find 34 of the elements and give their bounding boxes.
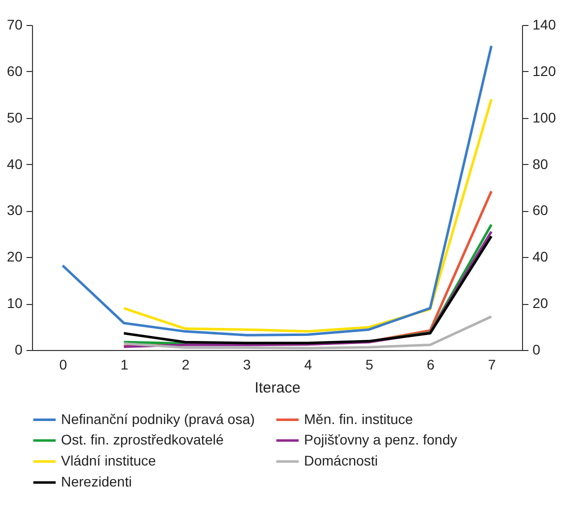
legend-label: Nefinanční podniky (pravá osa)	[61, 410, 255, 427]
legend-label: Pojišťovny a penz. fondy	[304, 432, 458, 448]
y-tick-label: 0	[14, 342, 23, 358]
y2-tick-label: 60	[532, 202, 548, 218]
y2-tick-label: 120	[532, 62, 556, 79]
x-axis-title: Iterace	[254, 380, 300, 396]
line-series	[61, 44, 493, 336]
x-tick-label: 3	[242, 356, 251, 372]
x-tick-label: 2	[182, 356, 190, 372]
legend-label: Nerezidenti	[61, 474, 132, 490]
legend-label: Vládní instituce	[61, 452, 156, 468]
x-tick-label: 7	[488, 356, 496, 372]
legend-label: Měn. fin. instituce	[304, 410, 414, 427]
y2-tick-label: 80	[532, 156, 548, 172]
y2-tick-label: 0	[532, 342, 540, 358]
y-tick-label: 60	[6, 62, 23, 79]
y2-tick-label: 140	[532, 16, 556, 32]
legend-label: Domácnosti	[304, 452, 378, 468]
legend-label: Ost. fin. zprostředkovatelé	[61, 432, 224, 448]
y2-tick-label: 40	[532, 248, 548, 265]
y2-tick-label: 20	[532, 295, 548, 312]
y-tick-label: 30	[6, 202, 23, 218]
x-tick-label: 1	[120, 356, 128, 372]
y-tick-label: 20	[6, 248, 23, 265]
x-tick-label: 4	[304, 356, 312, 372]
x-tick-label: 6	[426, 356, 435, 372]
y-tick-label: 10	[6, 295, 23, 312]
y-tick-label: 70	[6, 16, 23, 32]
line-series	[122, 315, 493, 350]
x-tick-label: 0	[59, 356, 68, 372]
y2-tick-label: 100	[532, 109, 556, 126]
x-tick-label: 5	[365, 356, 374, 372]
y-tick-label: 40	[6, 156, 23, 172]
y-tick-label: 50	[6, 109, 23, 126]
